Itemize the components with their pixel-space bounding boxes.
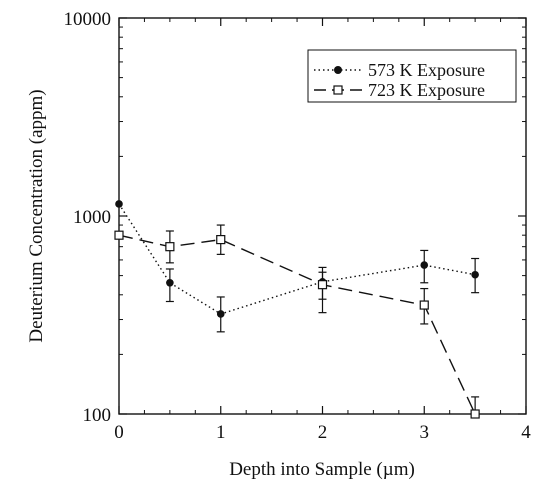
legend-box (307, 49, 517, 103)
y-tick-label: 10000 (64, 9, 112, 30)
legend-label-723k: 723 K Exposure (368, 80, 485, 100)
x-tick-label: 0 (114, 422, 124, 443)
y-tick-label: 100 (83, 405, 112, 426)
legend-marker-573k (334, 66, 342, 74)
data-point-723k (114, 230, 124, 240)
axis-ticks: 0 1 2 3 4 100 1000 10000 (64, 9, 532, 443)
y-tick-label: 1000 (73, 207, 111, 228)
data-point-573k (216, 310, 225, 318)
x-axis-label: Depth into Sample (µm) (229, 459, 415, 480)
y-axis-label: Deuterium Concentration (appm) (26, 89, 47, 342)
x-tick-label: 1 (216, 422, 226, 443)
series-line-723k (118, 234, 476, 415)
data-point-723k (317, 280, 328, 290)
legend: 573 K Exposure 723 K Exposure (307, 49, 517, 103)
legend-marker-723k (333, 85, 343, 95)
legend-label-573k: 573 K Exposure (368, 60, 485, 80)
data-point-723k (165, 242, 175, 252)
data-point-723k (216, 234, 226, 245)
x-tick-label: 2 (318, 422, 328, 443)
data-point-573k (115, 200, 123, 208)
x-tick-label: 3 (420, 422, 430, 443)
data-point-723k (419, 300, 429, 310)
data-point-573k (471, 270, 479, 279)
data-point-573k (420, 261, 429, 269)
x-tick-label: 4 (521, 422, 531, 443)
chart-marks (114, 200, 480, 419)
data-point-573k (166, 278, 174, 287)
series-line-573k (118, 203, 476, 315)
data-point-723k (470, 409, 480, 419)
